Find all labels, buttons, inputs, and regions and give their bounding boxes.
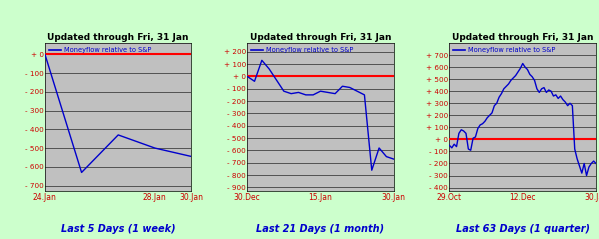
- Text: Last 63 Days (1 quarter): Last 63 Days (1 quarter): [456, 224, 590, 234]
- Title: Updated through Fri, 31 Jan: Updated through Fri, 31 Jan: [47, 33, 189, 42]
- Title: Updated through Fri, 31 Jan: Updated through Fri, 31 Jan: [452, 33, 594, 42]
- Text: Last 5 Days (1 week): Last 5 Days (1 week): [61, 224, 176, 234]
- Text: Last 21 Days (1 month): Last 21 Days (1 month): [256, 224, 385, 234]
- Legend: Moneyflow relative to S&P: Moneyflow relative to S&P: [453, 46, 556, 54]
- Title: Updated through Fri, 31 Jan: Updated through Fri, 31 Jan: [250, 33, 391, 42]
- Legend: Moneyflow relative to S&P: Moneyflow relative to S&P: [49, 46, 152, 54]
- Legend: Moneyflow relative to S&P: Moneyflow relative to S&P: [250, 46, 354, 54]
